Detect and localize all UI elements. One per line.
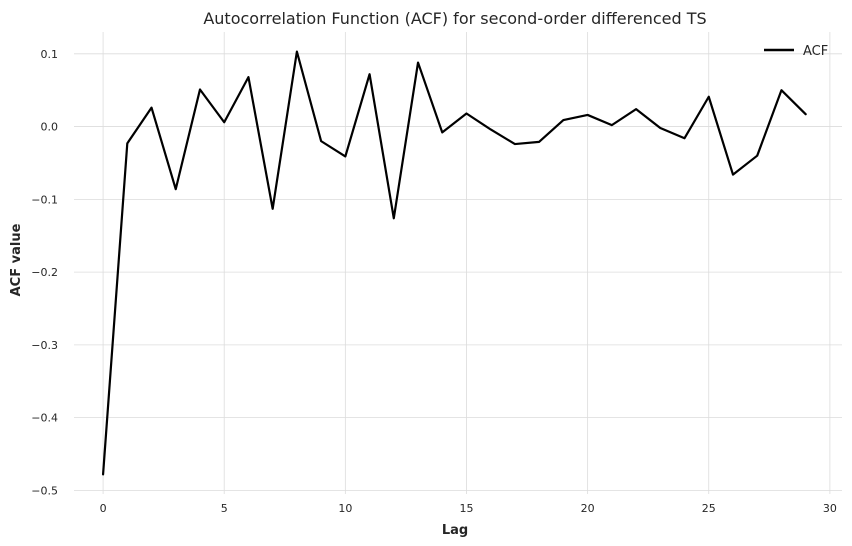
series-layer xyxy=(101,50,807,476)
x-tick-label: 30 xyxy=(823,502,837,515)
y-tick-label: 0.0 xyxy=(41,121,59,134)
chart-title: Autocorrelation Function (ACF) for secon… xyxy=(203,9,706,28)
legend: ACF xyxy=(764,44,828,59)
y-tick-label: −0.4 xyxy=(31,412,58,425)
y-tick-label: −0.5 xyxy=(31,484,58,497)
y-axis-label: ACF value xyxy=(9,223,24,296)
tick-layer: 0 5 10 15 20 25 30 0.1 0.0 −0.1 −0.2 −0.3 −0.4 −0.5 xyxy=(31,48,837,515)
series-line-acf xyxy=(101,50,807,476)
x-tick-label: 0 xyxy=(100,502,107,515)
x-axis-label: Lag xyxy=(442,523,468,538)
y-tick-label: 0.1 xyxy=(41,48,59,61)
y-tick-label: −0.2 xyxy=(31,266,58,279)
legend-label-acf: ACF xyxy=(803,44,828,59)
y-tick-label: −0.1 xyxy=(31,193,58,206)
grid-layer xyxy=(74,32,842,494)
x-tick-label: 25 xyxy=(702,502,716,515)
x-tick-label: 5 xyxy=(221,502,228,515)
x-tick-label: 15 xyxy=(459,502,473,515)
x-tick-label: 20 xyxy=(581,502,595,515)
y-tick-label: −0.3 xyxy=(31,339,58,352)
x-tick-label: 10 xyxy=(338,502,352,515)
